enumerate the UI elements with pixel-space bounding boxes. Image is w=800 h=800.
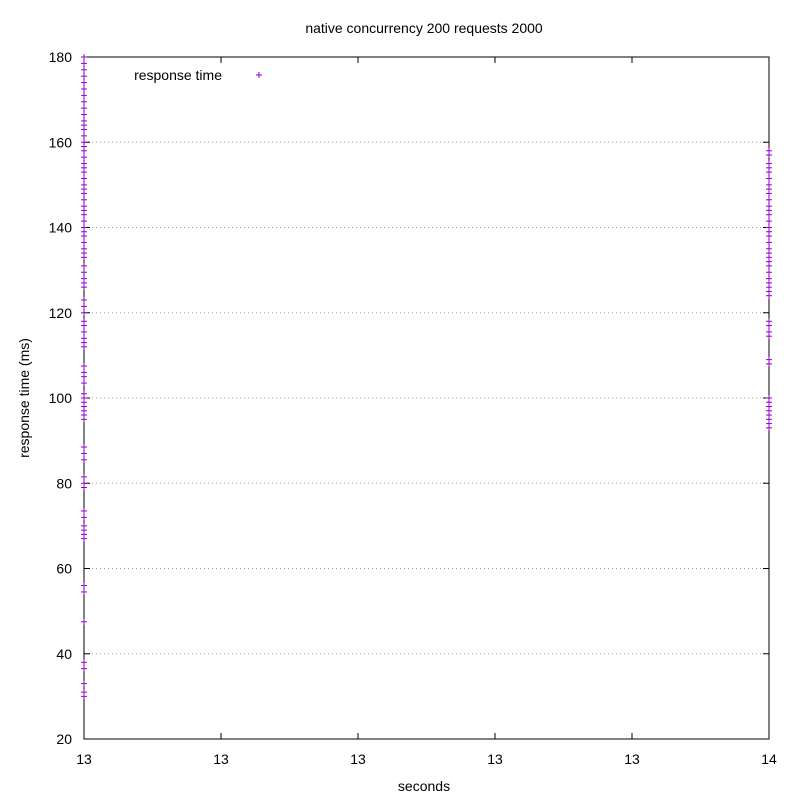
- data-point: [81, 363, 87, 370]
- y-tick-label: 20: [56, 731, 72, 747]
- data-point: [81, 245, 87, 252]
- data-point: [81, 203, 87, 210]
- data-point: [81, 275, 87, 282]
- data-point: [766, 218, 772, 225]
- chart-title: native concurrency 200 requests 2000: [305, 20, 543, 36]
- x-tick-label: 13: [487, 751, 503, 767]
- data-point: [81, 328, 87, 335]
- data-point: [766, 147, 772, 154]
- data-point: [81, 85, 87, 92]
- data-point: [81, 318, 87, 325]
- data-point: [766, 269, 772, 276]
- data-point: [81, 117, 87, 124]
- data-point: [81, 54, 87, 60]
- data-point: [766, 181, 772, 188]
- data-point: [766, 245, 772, 252]
- data-point: [766, 175, 772, 182]
- data-point: [81, 239, 87, 246]
- x-tick-label: 14: [761, 751, 777, 767]
- data-points: [81, 54, 772, 700]
- y-tick-label: 160: [49, 134, 73, 150]
- y-tick-label: 100: [49, 390, 73, 406]
- data-point: [81, 105, 87, 112]
- data-point: [81, 480, 87, 487]
- data-point: [766, 275, 772, 282]
- data-point: [81, 309, 87, 316]
- y-tick-label: 120: [49, 305, 73, 321]
- data-point: [81, 444, 87, 451]
- x-tick-label: 13: [350, 751, 366, 767]
- data-point: [81, 196, 87, 203]
- data-point: [81, 66, 87, 73]
- data-point: [81, 269, 87, 276]
- data-point: [81, 456, 87, 463]
- y-tick-label: 80: [56, 475, 72, 491]
- data-point: [81, 154, 87, 161]
- data-point: [81, 522, 87, 529]
- data-point: [81, 450, 87, 457]
- data-point: [81, 181, 87, 188]
- x-axis-label: seconds: [398, 778, 450, 794]
- legend-marker-symbol: [256, 72, 262, 78]
- data-point: [81, 665, 87, 672]
- data-point: [81, 588, 87, 595]
- data-point: [81, 132, 87, 139]
- data-point: [81, 659, 87, 666]
- data-point: [766, 318, 772, 325]
- data-point: [81, 218, 87, 225]
- data-point: [81, 296, 87, 303]
- data-point: [766, 224, 772, 231]
- x-axis: 13 13 13 13 13 14: [76, 57, 777, 767]
- data-point: [81, 335, 87, 342]
- data-point: [81, 160, 87, 167]
- data-point: [81, 92, 87, 99]
- x-tick-label: 13: [76, 751, 92, 767]
- data-point: [81, 369, 87, 376]
- data-point: [81, 582, 87, 589]
- data-point: [81, 507, 87, 514]
- data-point: [81, 60, 87, 67]
- legend-label: response time: [134, 67, 222, 83]
- data-point: [81, 303, 87, 310]
- data-point: [81, 514, 87, 521]
- data-point: [766, 356, 772, 363]
- data-point: [81, 175, 87, 182]
- data-point: [766, 203, 772, 210]
- data-point: [81, 473, 87, 480]
- data-point: [81, 98, 87, 105]
- data-point: [81, 139, 87, 146]
- x-tick-label: 13: [213, 751, 229, 767]
- data-point: [81, 380, 87, 387]
- legend-marker: [256, 72, 262, 78]
- data-point: [81, 680, 87, 687]
- data-point: [81, 73, 87, 80]
- data-point: [766, 160, 772, 167]
- data-point: [81, 79, 87, 86]
- data-point: [81, 689, 87, 696]
- data-point: [81, 224, 87, 231]
- y-tick-label: 180: [49, 49, 73, 65]
- x-tick-label: 13: [624, 751, 640, 767]
- y-tick-label: 140: [49, 220, 73, 236]
- data-point: [81, 618, 87, 625]
- data-point: [81, 390, 87, 397]
- data-point: [81, 111, 87, 118]
- y-axis-label: response time (ms): [16, 338, 32, 458]
- data-point: [766, 328, 772, 335]
- y-tick-label: 40: [56, 646, 72, 662]
- data-point: [766, 239, 772, 246]
- y-tick-label: 60: [56, 561, 72, 577]
- data-point: [766, 196, 772, 203]
- data-point: [766, 395, 772, 401]
- data-point: [81, 262, 87, 269]
- legend: response time: [134, 67, 262, 83]
